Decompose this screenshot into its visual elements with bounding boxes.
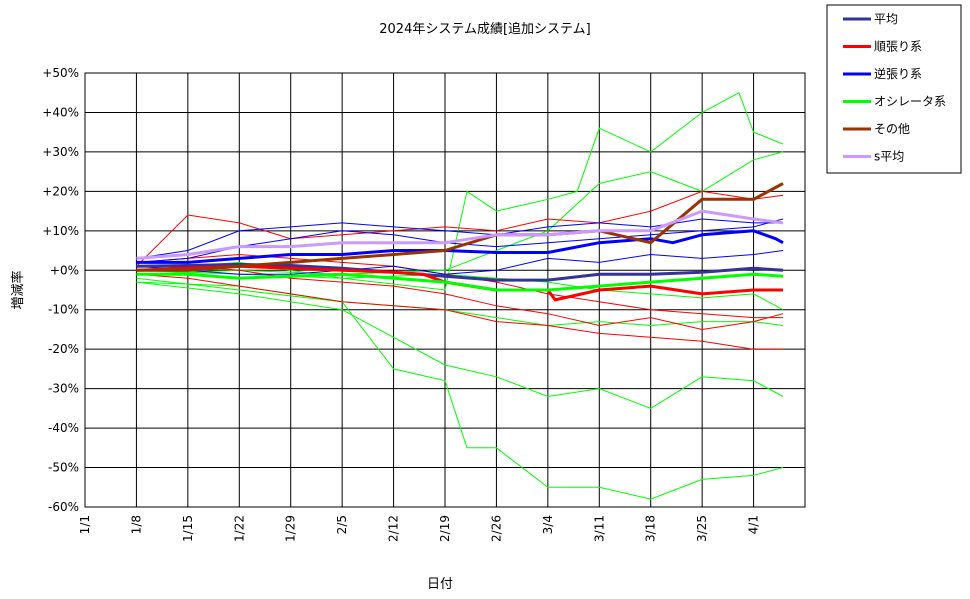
- x-tick-label: 3/18: [644, 515, 658, 542]
- series-lines: [136, 182, 784, 302]
- x-tick-label: 4/1: [747, 515, 761, 534]
- x-tick-label: 2/19: [438, 515, 452, 542]
- x-tick-label: 2/12: [387, 515, 401, 542]
- x-axis-title: 日付: [427, 577, 453, 592]
- system-line: [136, 273, 783, 350]
- series-line: [136, 272, 784, 292]
- x-tick-label: 1/1: [78, 515, 92, 534]
- legend-label: 平均: [874, 12, 898, 26]
- y-tick-label: -20%: [48, 342, 79, 356]
- x-tick-label: 1/29: [284, 515, 298, 542]
- chart-title: 2024年システム成績[追加システム]: [379, 21, 590, 37]
- x-tick-label: 1/15: [181, 515, 195, 542]
- y-tick-label: -30%: [48, 382, 79, 396]
- system-line: [136, 91, 784, 291]
- y-tick-labels: +50% +40% +30% +20% +10% +0% -10% -20% -30% -40% -…: [42, 66, 79, 514]
- x-tick-label: 1/8: [129, 515, 143, 534]
- legend-label: その他: [874, 122, 910, 136]
- x-tick-label: 2/5: [335, 515, 349, 534]
- y-tick-label: +30%: [42, 145, 79, 159]
- system-line: [136, 265, 784, 331]
- x-tick-label: 3/25: [695, 515, 709, 542]
- y-tick-label: +20%: [42, 184, 79, 198]
- x-tick-label: 3/4: [541, 515, 555, 534]
- x-tick-label: 2/26: [489, 515, 503, 542]
- series-line: [136, 182, 784, 272]
- y-tick-label: -10%: [48, 303, 79, 317]
- system-line: [136, 250, 784, 275]
- y-tick-label: +0%: [50, 263, 79, 277]
- y-tick-label: -50%: [48, 461, 79, 475]
- system-line: [136, 190, 784, 267]
- y-tick-label: +10%: [42, 224, 79, 238]
- individual-system-lines: [136, 91, 784, 500]
- legend-label: s平均: [874, 150, 904, 164]
- y-tick-label: -40%: [48, 421, 79, 435]
- system-line: [136, 281, 784, 409]
- x-tick-label: 3/11: [592, 515, 606, 542]
- y-axis-title: 増減率: [10, 270, 26, 309]
- legend-label: 逆張り系: [874, 66, 922, 81]
- x-tick-labels: 1/1 1/8 1/15 1/22 1/29 2/5 2/12 2/19 2/26 3/4 3/11…: [78, 515, 761, 542]
- y-tick-label: -60%: [48, 500, 79, 514]
- system-line: [136, 218, 783, 259]
- plot-area: [84, 72, 806, 508]
- y-tick-label: +40%: [42, 105, 79, 119]
- legend-box: [826, 4, 962, 174]
- legend-label: 順張り系: [874, 40, 922, 54]
- series-line: [136, 209, 784, 260]
- x-tick-label: 1/22: [232, 515, 246, 542]
- series-line: [136, 229, 784, 264]
- y-tick-label: +50%: [42, 66, 79, 80]
- system-line: [136, 281, 784, 327]
- legend-label: オシレータ系: [874, 95, 946, 109]
